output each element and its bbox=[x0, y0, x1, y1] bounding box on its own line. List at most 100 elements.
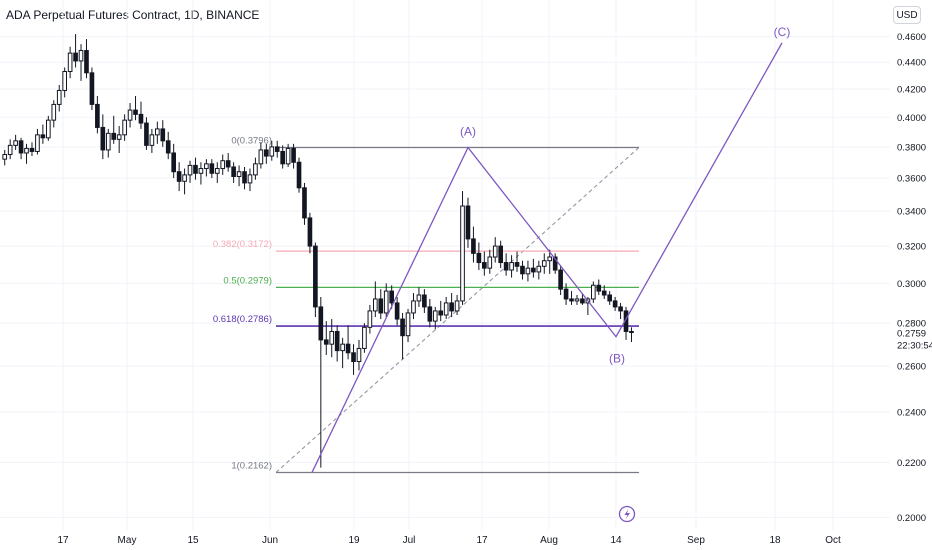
y-tick-label: 0.4200 bbox=[897, 85, 926, 96]
candle bbox=[362, 323, 367, 353]
bar-countdown-label: 22:30:54 bbox=[897, 341, 932, 352]
candlestick-series bbox=[2, 34, 634, 468]
candle bbox=[78, 44, 84, 81]
candle-body bbox=[155, 128, 160, 136]
candle bbox=[389, 285, 395, 309]
candle-body bbox=[411, 300, 416, 314]
candle-body bbox=[100, 126, 106, 151]
candle bbox=[29, 142, 35, 157]
candle-body bbox=[56, 89, 62, 105]
x-tick-label: Oct bbox=[825, 535, 841, 546]
candle bbox=[531, 258, 536, 278]
candle bbox=[242, 166, 247, 190]
candle bbox=[274, 140, 280, 158]
candle bbox=[127, 103, 133, 128]
x-tick-label: Jul bbox=[403, 535, 416, 546]
candle bbox=[231, 162, 236, 183]
currency-button[interactable]: USD bbox=[893, 6, 921, 24]
elliott-wave-abc[interactable]: (A) (B) (C) bbox=[311, 25, 790, 473]
candle-body bbox=[176, 171, 182, 182]
candle-body bbox=[193, 164, 198, 174]
candle-body bbox=[394, 302, 400, 320]
candle bbox=[7, 139, 13, 160]
candle-body bbox=[356, 347, 362, 363]
candle bbox=[601, 285, 607, 299]
candle-body bbox=[629, 330, 634, 333]
candle bbox=[416, 287, 422, 307]
time-axis[interactable]: 17 May 15 Jun 19 Jul 17 Aug 14 Sep 18 Oct bbox=[57, 535, 841, 546]
candle bbox=[432, 306, 438, 330]
candle-body bbox=[498, 245, 504, 264]
candle bbox=[509, 255, 514, 278]
candle-body bbox=[313, 245, 318, 308]
candle-body bbox=[607, 294, 612, 302]
lightning-icon[interactable] bbox=[618, 505, 636, 523]
candle-body bbox=[471, 238, 476, 254]
candle bbox=[258, 142, 264, 169]
candle bbox=[460, 191, 465, 305]
x-tick-label: 17 bbox=[57, 535, 69, 546]
candle bbox=[340, 337, 345, 369]
candle bbox=[84, 39, 89, 79]
candle bbox=[476, 242, 482, 271]
candle bbox=[514, 251, 520, 272]
candle-body bbox=[220, 160, 226, 170]
candle-body bbox=[334, 330, 340, 352]
candle-body bbox=[307, 217, 313, 247]
candle-body bbox=[323, 339, 329, 345]
candle bbox=[596, 279, 602, 296]
candle-body bbox=[558, 269, 563, 290]
candle bbox=[351, 344, 356, 375]
candle bbox=[318, 296, 324, 468]
candle-body bbox=[618, 306, 623, 312]
candle bbox=[155, 121, 160, 144]
candle-body bbox=[296, 161, 302, 189]
candle bbox=[367, 304, 373, 334]
candle bbox=[73, 34, 78, 68]
candle bbox=[24, 143, 29, 164]
candle-body bbox=[520, 265, 525, 275]
candle bbox=[449, 293, 454, 318]
price-axis[interactable]: 0.4600 0.4400 0.4200 0.4000 0.3800 0.3600 0.34… bbox=[897, 32, 926, 524]
candle-body bbox=[574, 298, 580, 302]
candle-body bbox=[285, 147, 291, 165]
x-tick-label: May bbox=[118, 535, 137, 546]
x-tick-label: 18 bbox=[769, 535, 781, 546]
candle bbox=[547, 249, 553, 274]
fibonacci-retracement[interactable]: 0(0.3796) 0.382(0.3172) 0.5(0.2979) 0.61… bbox=[213, 135, 640, 474]
candle bbox=[13, 134, 18, 150]
candle-body bbox=[269, 146, 275, 157]
candle bbox=[623, 306, 629, 340]
candle bbox=[95, 96, 100, 134]
candle bbox=[144, 117, 149, 150]
candle-body bbox=[253, 163, 258, 176]
y-tick-label: 0.3400 bbox=[897, 207, 926, 218]
candle bbox=[176, 162, 182, 192]
candle-body bbox=[95, 103, 100, 128]
candle-body bbox=[422, 294, 427, 308]
candle-body bbox=[116, 134, 122, 140]
candle bbox=[171, 143, 177, 179]
candle-body bbox=[601, 290, 607, 296]
candle-body bbox=[46, 119, 51, 139]
fib-level-0618-label: 0.618(0.2786) bbox=[213, 314, 272, 325]
candle bbox=[422, 289, 427, 313]
candle bbox=[18, 137, 24, 160]
candle-body bbox=[449, 302, 454, 312]
candle-body bbox=[383, 290, 389, 314]
candle-body bbox=[476, 252, 482, 264]
chart-title: ADA Perpetual Futures Contract, 1D, BINA… bbox=[6, 8, 260, 22]
candle bbox=[454, 295, 460, 315]
candle bbox=[492, 237, 498, 263]
candle bbox=[285, 143, 291, 167]
x-tick-label: 17 bbox=[476, 535, 488, 546]
candle bbox=[56, 84, 62, 112]
candle-body bbox=[340, 343, 345, 352]
x-tick-label: 14 bbox=[610, 535, 622, 546]
y-tick-label: 0.4400 bbox=[897, 58, 926, 69]
candle-body bbox=[541, 260, 547, 267]
candle-body bbox=[264, 149, 269, 157]
candle-body bbox=[40, 134, 46, 139]
candle-body bbox=[242, 171, 247, 184]
